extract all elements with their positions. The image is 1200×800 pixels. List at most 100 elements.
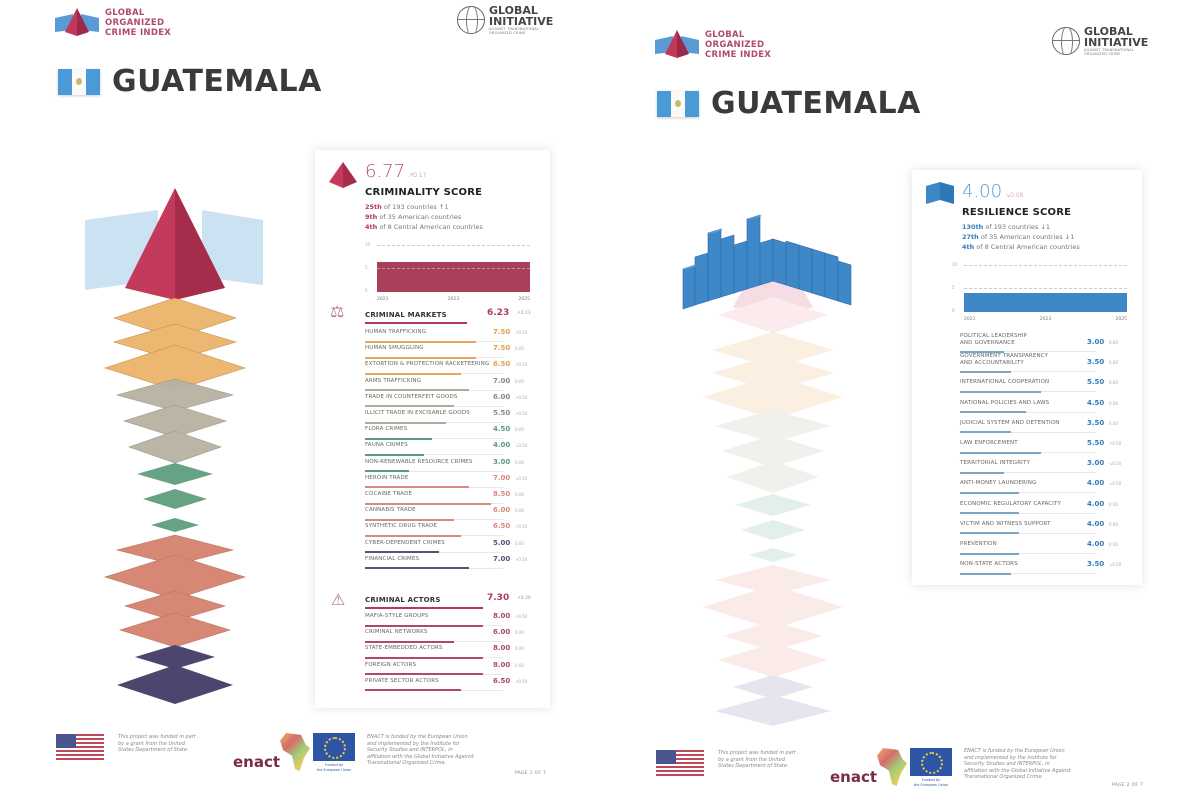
indicator-value: 4.00 [1087,499,1105,508]
indicator-bar [365,689,462,692]
eu-funding-text: ENACT is funded by the European Union and… [367,734,474,766]
indicator-label: COCAINE TRADE [365,491,413,497]
us-flag-icon [56,734,104,760]
indicator-bar [365,534,462,537]
section-delta: ↗0.13 [517,311,531,316]
indicator-label: CRIMINAL NETWORKS [365,629,428,636]
indicator-label: GOVERNMENT TRANSPARENCY AND ACCOUNTABILI… [960,353,1049,366]
indicator-row: TERRITORIAL INTEGRITY 3.00 ↘0.50 [960,459,1130,475]
indicator-label: SYNTHETIC DRUG TRADE [365,523,438,530]
resilience-score-value: 4.00 [962,181,1003,202]
indicator-bar [960,411,1027,414]
indicator-bar [960,390,1041,393]
indicator-row: ILLICIT TRADE IN EXCISABLE GOODS 5.50 ↗0.5… [365,409,535,425]
indicator-delta: 0.00 [1109,501,1118,507]
country-name: GUATEMALA [112,64,322,99]
indicator-delta: 0.00 [515,662,524,668]
indicator-bar [365,624,484,627]
indicator-value: 6.00 [493,506,511,515]
indicator-bar [365,372,462,375]
indicator-row: LAW ENFORCEMENT 5.50 ↗0.50 [960,439,1130,455]
indicator-bar [960,350,1005,353]
indicator-bar [365,502,491,505]
section-delta: ↗0.20 [517,596,531,601]
score-bar [964,293,1127,312]
rank-central-america: 4th of 8 Central American countries [365,223,483,231]
pyramid-logo-icon [655,30,699,58]
indicator-delta: ↗0.50 [515,362,528,368]
logo-line: GLOBAL [105,8,145,18]
indicator-bar [365,437,432,440]
indicator-label: PREVENTION [960,541,997,547]
logo-line: GLOBAL [705,30,745,40]
indicator-bar [365,470,410,473]
gocri-logo: GLOBAL ORGANIZED CRIME INDEX [655,30,771,60]
gi-subtitle: AGAINST TRANSNATIONAL [1084,48,1135,52]
y-tick: 5 [952,285,955,290]
indicator-row: NON-RENEWABLE RESOURCE CRIMES 3.00 0.00 [365,458,535,474]
indicator-delta: ↗0.50 [515,556,528,562]
rank-global: 25th of 193 countries ↑1 [365,203,449,211]
indicator-row: ECONOMIC REGULATORY CAPACITY 4.00 0.00 [960,500,1130,516]
indicator-value: 5.50 [493,409,511,417]
indicator-row: STATE-EMBEDDED ACTORS 8.00 0.00 [365,644,535,660]
indicator-delta: ↘0.50 [515,475,528,481]
enact-wordmark: enact [830,768,878,786]
score-title: RESILIENCE SCORE [962,207,1072,218]
globe-icon [1052,27,1080,55]
score-delta: ↗0.17 [408,172,427,179]
indicator-delta: 0.00 [515,540,524,546]
indicator-label: VICTIM AND WITNESS SUPPORT [960,520,1051,527]
indicator-value: 6.00 [493,628,511,637]
indicator-value: 7.50 [493,344,511,353]
us-flag-icon [656,750,704,776]
global-initiative-logo: GLOBAL INITIATIVE AGAINST TRANSNATIONAL … [1052,26,1148,56]
eu-logo: Funded by the European Union [313,733,355,772]
indicator-row: JUDICIAL SYSTEM AND DETENTION 3.50 0.00 [960,419,1130,435]
indicator-row: PREVENTION 4.00 0.00 [960,540,1130,556]
gi-title: GLOBAL [1084,25,1133,38]
indicator-value: 3.50 [1087,418,1105,427]
indicator-delta: ↗0.50 [1109,441,1122,446]
criminality-score-card: 6.77 ↗0.17 CRIMINALITY SCORE 25th of 193 … [315,150,550,708]
indicator-label: TRADE IN COUNTERFEIT GOODS [365,393,458,400]
logo-line: ORGANIZED [105,18,165,28]
y-tick: 0 [365,288,368,293]
indicator-label: HUMAN SMUGGLING [365,345,424,352]
indicator-label: NATIONAL POLICIES AND LAWS [960,399,1050,406]
indicator-bar [960,491,1019,494]
indicator-label: MAFIA-STYLE GROUPS [365,613,429,619]
indicator-label: JUDICIAL SYSTEM AND DETENTION [960,419,1060,426]
rank-global: 130th of 193 countries ↓1 [962,223,1051,231]
indicator-delta: ↘0.50 [1109,461,1122,467]
indicator-label: ARMS TRAFFICKING [365,377,422,384]
indicator-label: FINANCIAL CRIMES [365,555,420,562]
indicator-value: 4.00 [1087,479,1105,488]
indicator-value: 7.50 [493,328,511,336]
indicator-bar [365,640,454,643]
pyramid-logo-icon [55,8,99,36]
indicator-label: ILLICIT TRADE IN EXCISABLE GOODS [365,410,470,416]
indicator-value: 4.00 [1087,540,1105,548]
logo-line: ORGANIZED [705,40,765,50]
indicator-delta: 0.00 [515,346,524,352]
indicator-label: CYBER-DEPENDENT CRIMES [365,539,445,546]
indicator-value: 8.00 [493,660,511,669]
indicator-label: NON-RENEWABLE RESOURCE CRIMES [365,458,473,465]
indicator-bar [365,405,454,408]
globe-icon [457,6,485,34]
network-icon: ⚠ [331,590,346,609]
indicator-delta: ↗0.50 [515,394,528,400]
eu-logo: Funded by the European Union [910,748,952,787]
eu-flag-icon [313,733,355,761]
rank-central-america: 4th of 8 Central American countries [962,243,1080,251]
y-tick: 10 [952,262,958,267]
guatemala-flag-icon [657,90,699,117]
resilience-walls-graphic [682,214,852,726]
indicator-delta: ↘0.50 [1109,562,1122,568]
gi-subtitle: ORGANIZED CRIME [489,31,526,35]
section-value: 6.23 [487,308,510,318]
gi-subtitle: ORGANIZED CRIME [1084,52,1121,56]
indicator-delta: 0.00 [515,459,524,465]
indicator-delta: 0.00 [515,646,524,652]
